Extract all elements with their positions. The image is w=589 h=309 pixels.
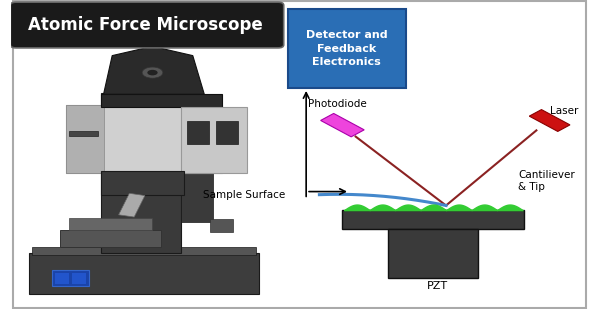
- FancyBboxPatch shape: [288, 9, 406, 88]
- FancyBboxPatch shape: [118, 193, 145, 217]
- Bar: [530, 110, 570, 131]
- Text: Atomic Force Microscope: Atomic Force Microscope: [28, 16, 262, 34]
- Polygon shape: [104, 46, 204, 94]
- Text: Photodiode: Photodiode: [308, 99, 366, 108]
- FancyBboxPatch shape: [69, 131, 98, 136]
- Bar: [320, 113, 364, 137]
- FancyBboxPatch shape: [11, 2, 284, 48]
- FancyBboxPatch shape: [101, 171, 184, 195]
- FancyBboxPatch shape: [69, 218, 153, 230]
- Text: Detector and
Feedback
Electronics: Detector and Feedback Electronics: [306, 31, 388, 67]
- Circle shape: [147, 70, 158, 75]
- FancyBboxPatch shape: [187, 121, 209, 144]
- FancyBboxPatch shape: [101, 93, 181, 253]
- FancyBboxPatch shape: [216, 121, 238, 144]
- Text: Laser: Laser: [550, 106, 578, 116]
- FancyBboxPatch shape: [52, 270, 89, 286]
- FancyBboxPatch shape: [101, 94, 221, 107]
- Text: Sample Surface: Sample Surface: [203, 190, 285, 200]
- FancyBboxPatch shape: [72, 273, 87, 284]
- FancyBboxPatch shape: [32, 247, 256, 255]
- Circle shape: [142, 67, 163, 78]
- FancyBboxPatch shape: [29, 253, 259, 294]
- FancyBboxPatch shape: [61, 230, 161, 247]
- FancyBboxPatch shape: [66, 105, 104, 173]
- FancyBboxPatch shape: [55, 273, 69, 284]
- Text: PZT: PZT: [427, 281, 448, 291]
- Text: Cantiliever
& Tip: Cantiliever & Tip: [518, 170, 575, 192]
- FancyBboxPatch shape: [66, 105, 221, 173]
- FancyBboxPatch shape: [210, 219, 233, 232]
- FancyBboxPatch shape: [181, 148, 213, 222]
- FancyBboxPatch shape: [389, 229, 478, 278]
- FancyBboxPatch shape: [181, 107, 247, 173]
- FancyBboxPatch shape: [342, 210, 524, 229]
